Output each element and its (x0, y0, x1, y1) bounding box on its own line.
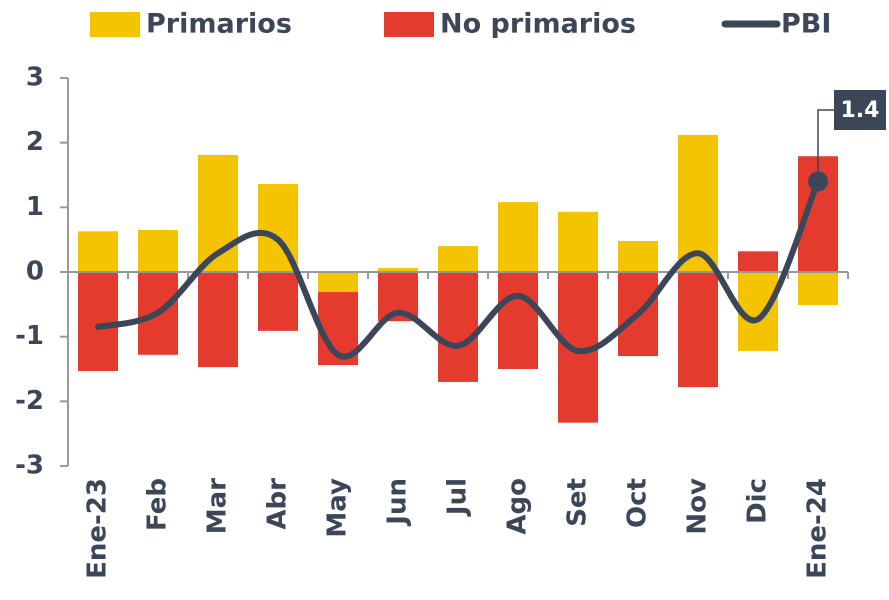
x-tick-label: Set (563, 478, 593, 527)
bar (138, 229, 178, 272)
x-tick-label: Ago (503, 478, 533, 535)
x-tick-label: Abr (263, 478, 293, 530)
x-tick-label: Mar (203, 478, 233, 534)
data-label: 1.4 (841, 98, 880, 123)
bar (618, 240, 658, 272)
legend-swatch (90, 12, 140, 37)
y-tick-label: 3 (26, 63, 44, 93)
x-tick-label: Jul (443, 478, 473, 517)
bar (498, 202, 538, 272)
bar (378, 268, 418, 272)
label-box (834, 90, 886, 130)
bar (678, 134, 718, 272)
bar (678, 272, 718, 388)
bar (738, 251, 778, 272)
x-tick-label: Dic (743, 478, 773, 524)
y-tick-label: -2 (15, 386, 44, 416)
bar (798, 272, 838, 305)
y-tick-label: 2 (26, 127, 44, 157)
bar (258, 272, 298, 331)
bar (78, 272, 118, 371)
x-tick-label: Nov (683, 478, 713, 535)
bar (498, 272, 538, 369)
bar (198, 272, 238, 368)
bar (438, 246, 478, 272)
bar (558, 211, 598, 272)
x-tick-label: Ene-23 (83, 478, 113, 579)
y-tick-label: 1 (26, 192, 44, 222)
legend-label: PBI (781, 9, 831, 40)
x-tick-label: Feb (143, 478, 173, 531)
legend-swatch (384, 12, 434, 37)
legend-label: No primarios (440, 9, 636, 40)
bar (318, 272, 358, 293)
line (95, 178, 821, 360)
y-tick-label: -1 (15, 321, 44, 351)
bar (438, 272, 478, 382)
legend-label: Primarios (146, 9, 292, 40)
x-tick-label: Jun (383, 478, 413, 527)
leader-line (817, 109, 834, 182)
y-tick-label: -3 (15, 451, 44, 481)
y-tick-label: 0 (26, 257, 44, 287)
x-tick-label: May (323, 478, 353, 538)
x-tick-label: Oct (623, 478, 653, 528)
bar (78, 231, 118, 272)
x-tick-label: Ene-24 (803, 478, 833, 579)
